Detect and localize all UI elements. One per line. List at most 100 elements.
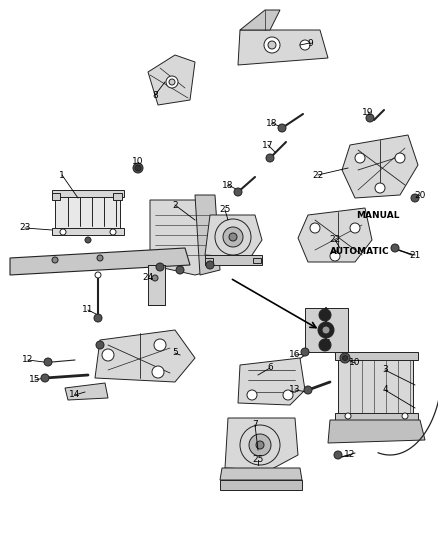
Circle shape bbox=[333, 451, 341, 459]
Circle shape bbox=[96, 341, 104, 349]
Circle shape bbox=[354, 153, 364, 163]
Text: 24: 24 bbox=[142, 273, 153, 282]
Polygon shape bbox=[205, 255, 261, 265]
Polygon shape bbox=[252, 258, 261, 263]
Circle shape bbox=[394, 153, 404, 163]
Circle shape bbox=[41, 374, 49, 382]
Circle shape bbox=[95, 272, 101, 278]
Polygon shape bbox=[297, 208, 371, 262]
Circle shape bbox=[223, 227, 243, 247]
Text: 19: 19 bbox=[361, 108, 373, 117]
Circle shape bbox=[233, 188, 241, 196]
Polygon shape bbox=[113, 193, 122, 200]
Circle shape bbox=[152, 275, 158, 281]
Circle shape bbox=[166, 76, 177, 88]
Circle shape bbox=[303, 386, 311, 394]
Text: AUTOMATIC: AUTOMATIC bbox=[329, 247, 389, 256]
Circle shape bbox=[248, 434, 270, 456]
Polygon shape bbox=[237, 30, 327, 65]
Text: 17: 17 bbox=[261, 141, 273, 149]
Circle shape bbox=[342, 356, 347, 360]
Circle shape bbox=[283, 390, 292, 400]
Circle shape bbox=[410, 194, 418, 202]
Polygon shape bbox=[148, 55, 194, 105]
Text: 6: 6 bbox=[266, 364, 272, 373]
Polygon shape bbox=[219, 480, 301, 490]
Circle shape bbox=[215, 219, 251, 255]
Polygon shape bbox=[52, 190, 124, 197]
Circle shape bbox=[318, 339, 330, 351]
Circle shape bbox=[229, 233, 237, 241]
Polygon shape bbox=[237, 358, 304, 405]
Circle shape bbox=[169, 79, 175, 85]
Circle shape bbox=[329, 251, 339, 261]
Text: 12: 12 bbox=[343, 450, 355, 459]
Circle shape bbox=[102, 349, 114, 361]
Text: 3: 3 bbox=[381, 366, 387, 375]
Text: 8: 8 bbox=[152, 91, 158, 100]
Polygon shape bbox=[327, 420, 424, 443]
Polygon shape bbox=[52, 193, 60, 200]
Polygon shape bbox=[150, 200, 215, 275]
Circle shape bbox=[97, 255, 103, 261]
Polygon shape bbox=[148, 265, 165, 305]
Circle shape bbox=[299, 40, 309, 50]
Polygon shape bbox=[194, 195, 219, 275]
Polygon shape bbox=[205, 258, 212, 263]
Circle shape bbox=[155, 263, 164, 271]
Circle shape bbox=[240, 425, 279, 465]
Circle shape bbox=[255, 441, 263, 449]
Text: 23: 23 bbox=[19, 223, 31, 232]
Circle shape bbox=[300, 348, 308, 356]
Polygon shape bbox=[334, 413, 417, 420]
Polygon shape bbox=[334, 352, 417, 360]
Circle shape bbox=[267, 41, 276, 49]
Circle shape bbox=[247, 390, 256, 400]
Circle shape bbox=[44, 358, 52, 366]
Circle shape bbox=[133, 163, 143, 173]
Circle shape bbox=[265, 154, 273, 162]
Circle shape bbox=[110, 229, 116, 235]
Text: 7: 7 bbox=[251, 421, 257, 430]
Circle shape bbox=[390, 244, 398, 252]
Text: 22: 22 bbox=[312, 171, 323, 180]
Circle shape bbox=[85, 237, 91, 243]
Circle shape bbox=[154, 339, 166, 351]
Polygon shape bbox=[219, 468, 301, 480]
Polygon shape bbox=[10, 248, 190, 275]
Polygon shape bbox=[304, 308, 347, 352]
Circle shape bbox=[309, 223, 319, 233]
Circle shape bbox=[135, 165, 141, 171]
Circle shape bbox=[349, 223, 359, 233]
Text: 21: 21 bbox=[408, 251, 420, 260]
Text: 2: 2 bbox=[172, 200, 177, 209]
Circle shape bbox=[344, 413, 350, 419]
Text: 16: 16 bbox=[289, 351, 300, 359]
Circle shape bbox=[94, 314, 102, 322]
Text: 15: 15 bbox=[29, 376, 41, 384]
Text: 18: 18 bbox=[222, 181, 233, 190]
Circle shape bbox=[263, 37, 279, 53]
Text: 14: 14 bbox=[69, 391, 81, 400]
Text: MANUAL: MANUAL bbox=[356, 211, 399, 220]
Circle shape bbox=[205, 261, 213, 269]
Text: 12: 12 bbox=[22, 356, 34, 365]
Circle shape bbox=[401, 413, 407, 419]
Text: 22: 22 bbox=[328, 236, 340, 245]
Text: 11: 11 bbox=[82, 305, 94, 314]
Text: 4: 4 bbox=[381, 385, 387, 394]
Circle shape bbox=[60, 229, 66, 235]
Text: 13: 13 bbox=[289, 385, 300, 394]
Circle shape bbox=[176, 266, 184, 274]
Text: 20: 20 bbox=[413, 190, 425, 199]
Circle shape bbox=[52, 257, 58, 263]
Text: 10: 10 bbox=[132, 157, 143, 166]
Circle shape bbox=[318, 309, 330, 321]
Circle shape bbox=[321, 326, 329, 334]
Polygon shape bbox=[225, 418, 297, 470]
Polygon shape bbox=[52, 228, 124, 235]
Text: 10: 10 bbox=[349, 359, 360, 367]
Text: 9: 9 bbox=[307, 38, 312, 47]
Text: 18: 18 bbox=[265, 118, 277, 127]
Text: 1: 1 bbox=[59, 171, 65, 180]
